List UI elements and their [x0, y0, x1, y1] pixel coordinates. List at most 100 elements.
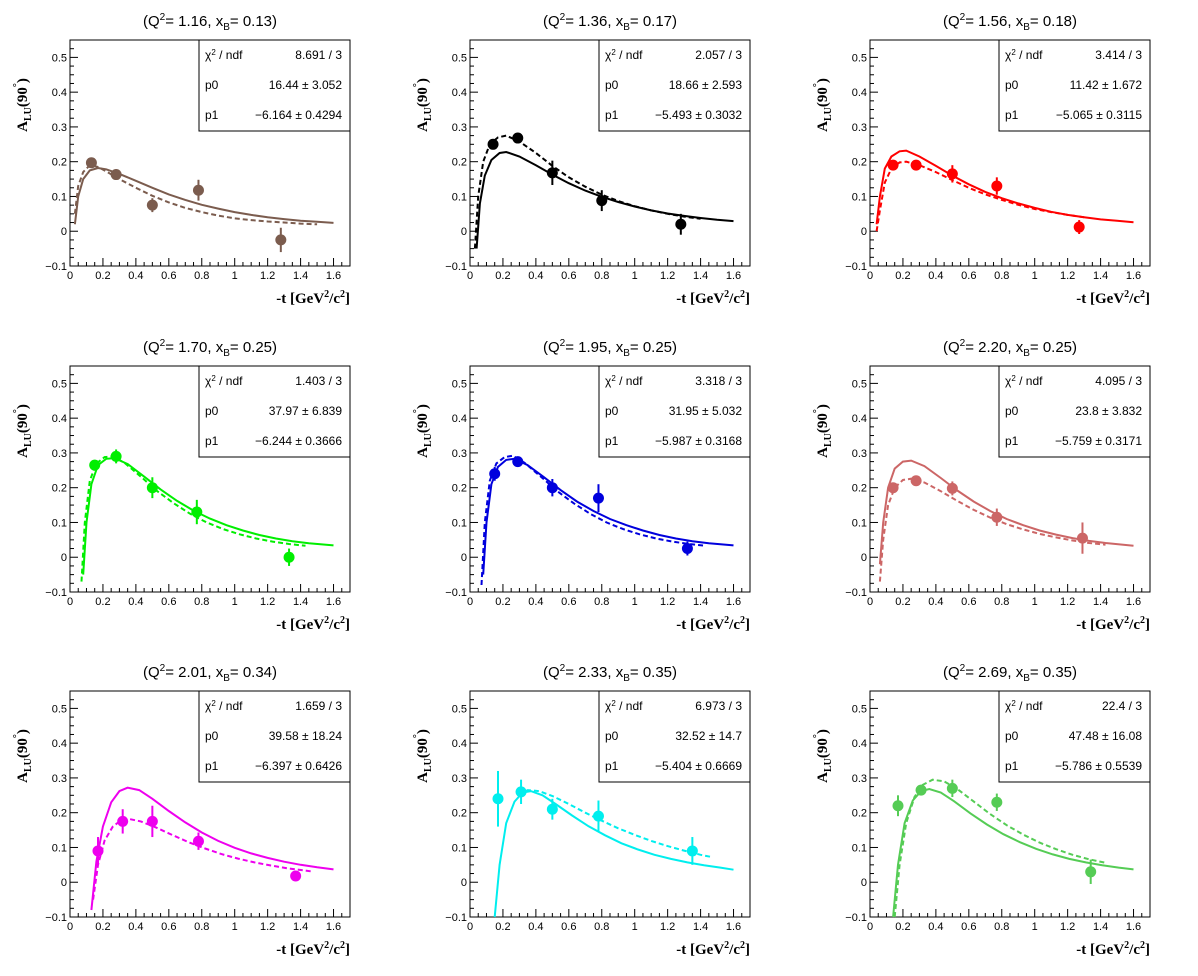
y-tick-label: 0.4 — [852, 413, 867, 425]
data-point — [991, 180, 1003, 192]
y-tick-label: 0.1 — [52, 191, 67, 203]
y-tick-label: 0.4 — [52, 87, 67, 99]
x-tick-label: 1.2 — [1060, 596, 1075, 608]
fit-curve-solid — [482, 457, 734, 575]
y-tick-label: 0.2 — [452, 483, 467, 495]
x-tick-label: 0 — [867, 921, 873, 933]
x-tick-label: 1.6 — [326, 596, 341, 608]
x-tick-label: 1 — [1032, 270, 1038, 282]
stats-value-p0: 37.97 ± 6.839 — [269, 404, 343, 418]
x-tick-label: 0 — [467, 921, 473, 933]
stats-key-p0: p0 — [1005, 404, 1019, 418]
y-tick-label: 0.2 — [452, 157, 467, 169]
y-tick-label: 0.4 — [452, 738, 467, 750]
stats-value-chi2_ndf: 6.973 / 3 — [695, 699, 742, 713]
stats-box — [598, 365, 751, 458]
x-tick-label: 0.4 — [928, 270, 943, 282]
stats-value-chi2_ndf: 2.057 / 3 — [695, 48, 742, 62]
data-point — [117, 815, 129, 827]
data-point — [887, 482, 899, 494]
x-tick-label: 1.6 — [726, 270, 741, 282]
data-point — [92, 845, 104, 857]
x-tick-label: 0.2 — [95, 596, 110, 608]
stats-key-chi2_ndf: χ2 / ndf — [605, 374, 643, 388]
data-point — [146, 482, 158, 494]
data-point — [592, 810, 604, 822]
stats-key-p1: p1 — [205, 759, 219, 773]
x-tick-label: 1 — [232, 596, 238, 608]
x-tick-label: 1 — [632, 270, 638, 282]
data-point — [283, 551, 295, 563]
x-tick-label: 1.6 — [726, 921, 741, 933]
x-tick-label: 1.6 — [1126, 596, 1141, 608]
x-tick-label: 1 — [1032, 596, 1038, 608]
y-axis-label: ALU(90°) — [812, 729, 834, 783]
data-point — [946, 482, 958, 494]
panel-9: 0 0.2 0.4 0.6 0.8 1 1.2 1.4 1.6−0.100.10.20.30.4… — [812, 663, 1151, 958]
stats-value-chi2_ndf: 22.4 / 3 — [1102, 699, 1142, 713]
x-tick-label: 0.4 — [528, 921, 543, 933]
x-tick-label: 1.6 — [726, 596, 741, 608]
panel-title: (Q2= 1.16, xB= 0.13) — [143, 12, 277, 33]
x-tick-label: 0.4 — [128, 921, 143, 933]
panel-title: (Q2= 1.56, xB= 0.18) — [943, 12, 1077, 33]
x-tick-label: 1.2 — [660, 596, 675, 608]
y-tick-label: 0.5 — [452, 378, 467, 390]
x-tick-label: 0.8 — [194, 596, 209, 608]
x-tick-label: 0.8 — [594, 270, 609, 282]
panel-6: 0 0.2 0.4 0.6 0.8 1 1.2 1.4 1.6−0.100.10.20.30.4… — [812, 338, 1151, 633]
stats-box — [198, 690, 351, 783]
x-tick-label: 0.4 — [528, 596, 543, 608]
stats-value-p0: 18.66 ± 2.593 — [669, 78, 743, 92]
stats-key-chi2_ndf: χ2 / ndf — [1005, 48, 1043, 62]
stats-key-p0: p0 — [1005, 78, 1019, 92]
x-tick-label: 1.4 — [293, 596, 308, 608]
x-tick-label: 0 — [467, 596, 473, 608]
stats-value-p0: 32.52 ± 14.7 — [675, 729, 742, 743]
y-tick-label: 0.2 — [852, 808, 867, 820]
x-tick-label: 1.4 — [693, 921, 708, 933]
stats-box — [998, 39, 1151, 132]
x-tick-label: 1.2 — [1060, 921, 1075, 933]
stats-value-p0: 23.8 ± 3.832 — [1075, 404, 1142, 418]
y-tick-label: −0.1 — [445, 587, 467, 599]
y-tick-label: 0.4 — [52, 738, 67, 750]
panel-7: 0 0.2 0.4 0.6 0.8 1 1.2 1.4 1.6−0.100.10.20.30.4… — [12, 663, 351, 958]
panel-8: 0 0.2 0.4 0.6 0.8 1 1.2 1.4 1.6−0.100.10.20.30.4… — [412, 663, 751, 958]
y-tick-label: 0.5 — [852, 52, 867, 64]
x-tick-label: 0.8 — [194, 270, 209, 282]
panel-5: 0 0.2 0.4 0.6 0.8 1 1.2 1.4 1.6−0.100.10.20.30.4… — [412, 338, 751, 633]
stats-key-p0: p0 — [1005, 729, 1019, 743]
y-tick-label: 0.1 — [52, 517, 67, 529]
stats-key-chi2_ndf: χ2 / ndf — [605, 48, 643, 62]
y-tick-label: 0.4 — [852, 87, 867, 99]
stats-key-chi2_ndf: χ2 / ndf — [1005, 374, 1043, 388]
x-tick-label: 1.4 — [1093, 596, 1108, 608]
stats-box — [198, 365, 351, 458]
y-tick-label: 0.1 — [852, 842, 867, 854]
stats-value-p1: −6.164 ± 0.4294 — [255, 108, 342, 122]
stats-key-p1: p1 — [1005, 434, 1019, 448]
stats-value-p0: 31.95 ± 5.032 — [669, 404, 743, 418]
y-tick-label: 0.5 — [52, 52, 67, 64]
x-tick-label: 1.4 — [693, 270, 708, 282]
fit-curve-dashed — [518, 789, 711, 858]
data-point — [910, 475, 922, 487]
data-point — [946, 782, 958, 794]
y-tick-label: 0.5 — [452, 703, 467, 715]
y-axis-label: ALU(90°) — [12, 404, 34, 458]
data-point — [675, 218, 687, 230]
x-tick-label: 0.6 — [961, 596, 976, 608]
fit-curve-dashed — [80, 455, 306, 582]
y-axis-label: ALU(90°) — [812, 404, 834, 458]
y-tick-label: 0.2 — [852, 483, 867, 495]
x-tick-label: 0.8 — [594, 596, 609, 608]
panel-title: (Q2= 1.70, xB= 0.25) — [143, 338, 277, 359]
x-tick-label: 0.6 — [961, 270, 976, 282]
x-tick-label: 0 — [67, 596, 73, 608]
y-tick-label: 0.1 — [452, 191, 467, 203]
y-tick-label: −0.1 — [845, 912, 867, 924]
x-tick-label: 0.8 — [994, 921, 1009, 933]
y-tick-label: 0 — [861, 226, 867, 238]
